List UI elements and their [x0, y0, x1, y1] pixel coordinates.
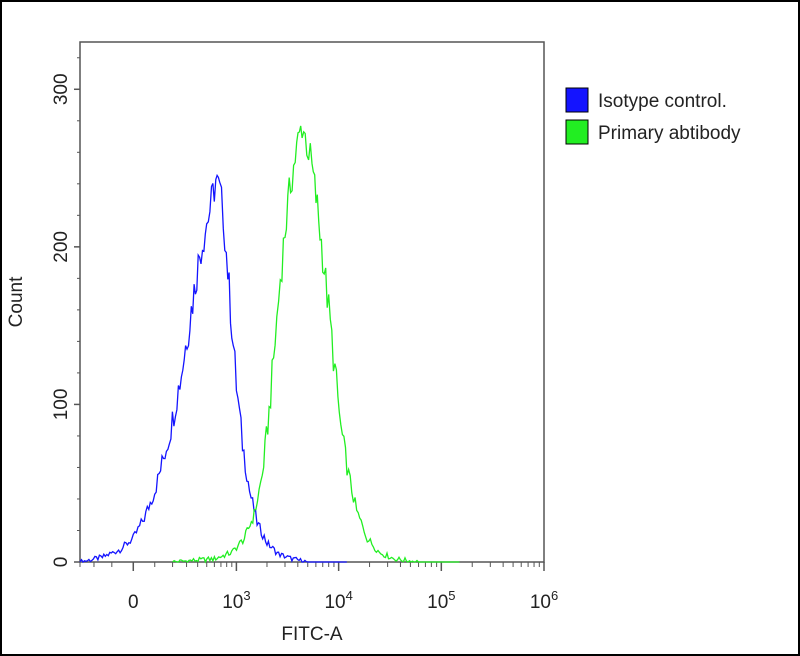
plot-area [79, 41, 545, 563]
x-tick-label: 105 [427, 588, 455, 613]
y-tick-label: 200 [51, 231, 72, 263]
series-line [172, 125, 460, 564]
x-axis-title: FITC-A [281, 624, 343, 645]
series-layer [79, 125, 460, 564]
x-tick-label: 106 [530, 588, 558, 613]
x-tick-label: 104 [324, 588, 352, 613]
y-axis-title: Count [6, 276, 27, 327]
legend: Isotype control. Primary abtibody [565, 87, 741, 145]
legend-swatch [565, 119, 589, 145]
y-tick-label: 300 [51, 73, 72, 105]
legend-swatch [565, 87, 589, 113]
y-tick-label: 100 [51, 389, 72, 421]
y-tick-label: 0 [51, 557, 72, 568]
x-tick-label: 0 [128, 592, 139, 613]
x-axis: 0 103 104 105 106 [79, 562, 558, 613]
series-line [79, 173, 347, 563]
x-tick-label: 103 [222, 588, 250, 613]
legend-label: Primary abtibody [598, 123, 741, 144]
y-axis: 0 100 200 300 [51, 57, 80, 568]
legend-label: Isotype control. [598, 91, 727, 112]
